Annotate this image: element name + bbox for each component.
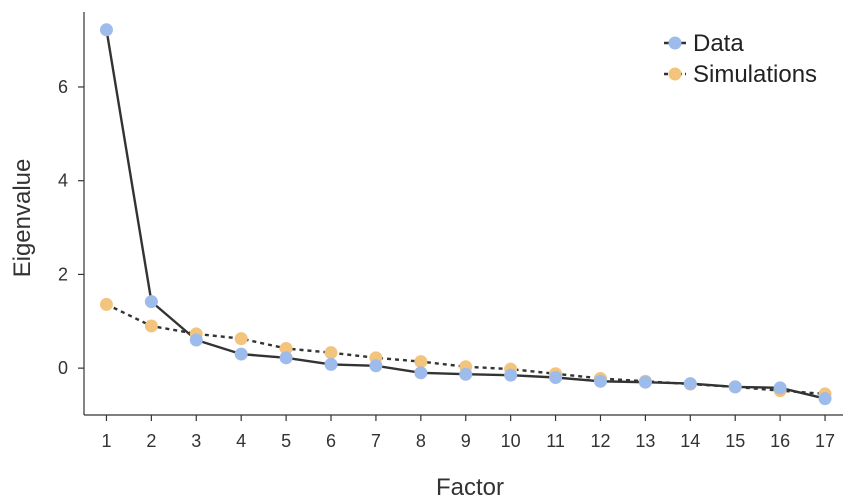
data-point-8 (414, 366, 428, 380)
x-tick-label-10: 10 (501, 431, 521, 451)
data-point-11 (549, 371, 563, 385)
legend-data-key-point (668, 36, 682, 50)
data-point-7 (369, 359, 383, 373)
y-tick-label-4: 4 (58, 171, 68, 191)
x-tick-label-3: 3 (191, 431, 201, 451)
x-tick-label-2: 2 (146, 431, 156, 451)
series-layer (99, 23, 832, 406)
data-point-17 (818, 392, 832, 406)
y-tick-label-0: 0 (58, 358, 68, 378)
simulations-point-4 (234, 332, 248, 346)
legend-simulations-key-point (668, 67, 682, 81)
data-point-10 (504, 368, 518, 382)
x-tick-label-15: 15 (725, 431, 745, 451)
x-tick-label-8: 8 (416, 431, 426, 451)
data-point-12 (593, 374, 607, 388)
simulations-point-8 (414, 355, 428, 369)
data-point-5 (279, 351, 293, 365)
x-tick-label-13: 13 (635, 431, 655, 451)
legend: Data Simulations (664, 30, 817, 88)
y-axis-title: Eigenvalue (9, 159, 36, 278)
legend-simulations-label: Simulations (693, 61, 817, 88)
data-point-3 (189, 333, 203, 347)
x-tick-label-16: 16 (770, 431, 790, 451)
data-point-4 (234, 347, 248, 361)
data-point-1 (99, 23, 113, 37)
x-tick-label-11: 11 (546, 431, 565, 451)
x-tick-label-6: 6 (326, 431, 336, 451)
simulations-point-5 (279, 341, 293, 355)
y-tick-label-2: 2 (58, 264, 68, 284)
simulations-point-6 (324, 346, 338, 360)
x-tick-label-5: 5 (281, 431, 291, 451)
x-tick-label-7: 7 (371, 431, 381, 451)
data-point-15 (728, 380, 742, 394)
x-tick-label-17: 17 (815, 431, 835, 451)
x-axis-title: Factor (436, 474, 504, 499)
legend-data-label: Data (693, 30, 744, 57)
simulations-point-1 (99, 297, 113, 311)
data-point-9 (459, 367, 473, 381)
x-tick-label-12: 12 (590, 431, 610, 451)
simulations-point-2 (144, 319, 158, 333)
data-point-14 (683, 377, 697, 391)
data-point-13 (638, 375, 652, 389)
y-tick-label-6: 6 (58, 77, 68, 97)
x-tick-label-4: 4 (236, 431, 246, 451)
x-tick-label-14: 14 (680, 431, 700, 451)
data-point-2 (144, 295, 158, 309)
data-point-16 (773, 381, 787, 395)
x-tick-label-1: 1 (101, 431, 111, 451)
data-point-6 (324, 357, 338, 371)
x-tick-label-9: 9 (461, 431, 471, 451)
